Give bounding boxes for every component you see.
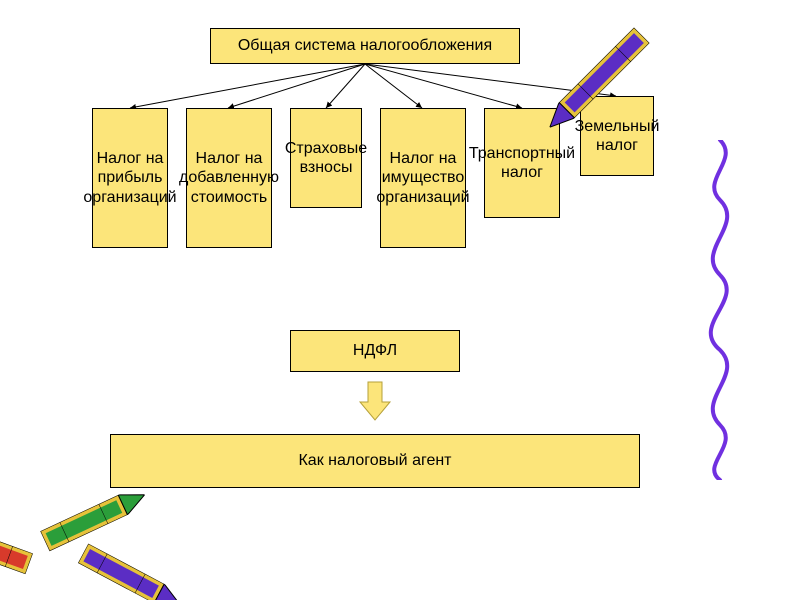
child-box-5: Земельный налог [580,96,654,176]
down-block-arrow [358,380,392,422]
child-box-label: Налог на имущество организаций [376,149,469,207]
ndfl-label: НДФЛ [353,341,397,360]
child-box-label: Налог на добавленную стоимость [179,149,279,207]
child-box-label: Налог на прибыль организаций [83,149,176,207]
ndfl-box: НДФЛ [290,330,460,372]
child-box-3: Налог на имущество организаций [380,108,466,248]
child-box-label: Транспортный налог [469,144,575,182]
crayon-bottom-red [0,511,35,574]
top-box: Общая система налогообложения [210,28,520,64]
child-box-label: Страховые взносы [285,139,367,177]
child-box-0: Налог на прибыль организаций [92,108,168,248]
child-box-label: Земельный налог [575,117,660,155]
squiggle-decoration [690,140,750,480]
crayon-bottom-purple [76,544,186,600]
agent-box: Как налоговый агент [110,434,640,488]
agent-label: Как налоговый агент [298,451,451,470]
child-box-2: Страховые взносы [290,108,362,208]
child-box-1: Налог на добавленную стоимость [186,108,272,248]
crayon-bottom-green [40,485,151,556]
top-box-label: Общая система налогообложения [238,36,492,55]
